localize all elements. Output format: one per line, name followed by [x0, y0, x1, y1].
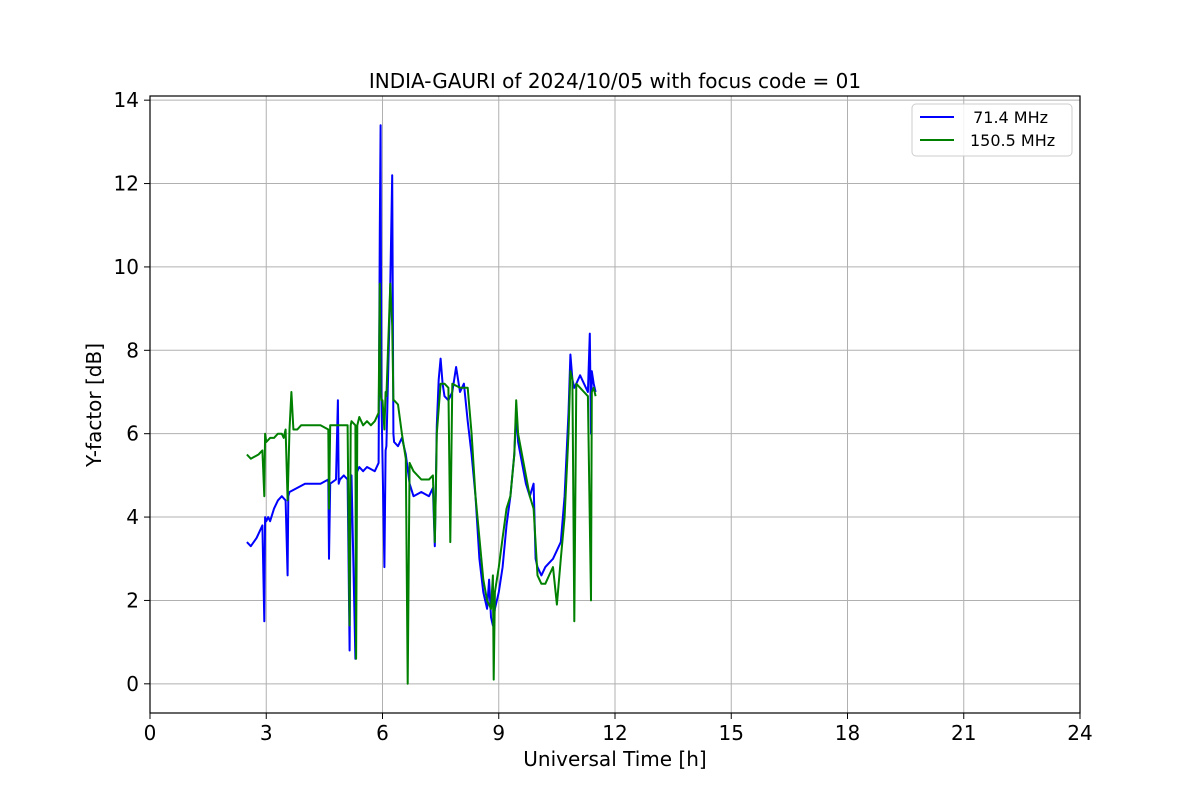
y-tick-label: 4 [126, 505, 139, 529]
y-tick-label: 0 [126, 672, 139, 696]
x-tick-label: 15 [719, 721, 744, 745]
x-tick-label: 6 [376, 721, 389, 745]
x-axis-label: Universal Time [h] [523, 747, 706, 771]
y-tick-label: 2 [126, 588, 139, 612]
y-tick-label: 6 [126, 422, 139, 446]
x-tick-label: 0 [144, 721, 157, 745]
y-tick-label: 10 [114, 255, 139, 279]
legend-label-71-mhz: 71.4 MHz [968, 108, 1048, 127]
y-tick-label: 14 [114, 88, 139, 112]
x-tick-label: 24 [1067, 721, 1092, 745]
x-tick-label: 3 [260, 721, 273, 745]
y-tick-label: 8 [126, 338, 139, 362]
legend-label-150-mhz: 150.5 MHz [970, 131, 1055, 150]
y-axis-label: Y-factor [dB] [82, 343, 106, 468]
y-tick-label: 12 [114, 172, 139, 196]
chart-title: INDIA-GAURI of 2024/10/05 with focus cod… [369, 69, 861, 93]
series-line-71-mhz [246, 124, 597, 660]
series-line-150-mhz [246, 282, 597, 685]
x-tick-label: 21 [951, 721, 976, 745]
series-layer [246, 124, 597, 685]
legend: 71.4 MHz 150.5 MHz [911, 103, 1073, 157]
x-tick-label: 12 [602, 721, 627, 745]
x-tick-label: 9 [492, 721, 505, 745]
x-tick-label: 18 [835, 721, 860, 745]
